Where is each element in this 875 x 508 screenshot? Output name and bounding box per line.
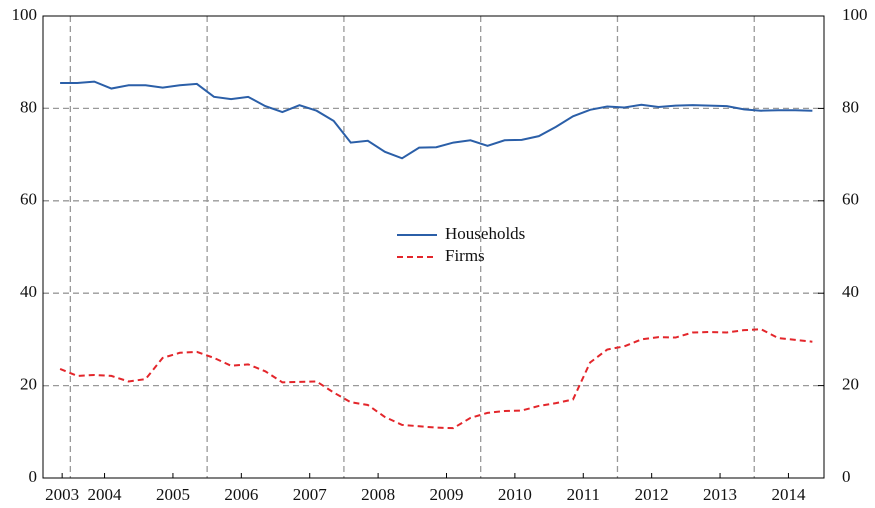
x-tick-label: 2008: [361, 485, 395, 504]
series-line: [59, 328, 813, 430]
y2-tick-label: 60: [842, 190, 859, 209]
y-tick-label: 100: [12, 5, 38, 24]
y-tick-label: 60: [20, 190, 37, 209]
x-tick-label: 2004: [88, 485, 123, 504]
legend-label: Households: [445, 224, 525, 243]
series-line: [60, 80, 813, 160]
x-tick-label: 2003: [45, 485, 79, 504]
x-tick-label: 2007: [293, 485, 328, 504]
x-tick-label: 2006: [224, 485, 258, 504]
plot-frame: [42, 15, 825, 479]
y2-tick-label: 80: [842, 97, 859, 116]
y2-tick-label: 100: [842, 5, 868, 24]
legend-label: Firms: [445, 246, 485, 265]
x-tick-label: 2010: [498, 485, 532, 504]
y2-tick-label: 0: [842, 467, 851, 486]
y-tick-label: 20: [20, 375, 37, 394]
y2-tick-label: 20: [842, 375, 859, 394]
x-tick-label: 2013: [703, 485, 737, 504]
y-tick-label: 80: [20, 97, 37, 116]
x-tick-label: 2005: [156, 485, 190, 504]
y-tick-label: 0: [29, 467, 38, 486]
x-tick-label: 2012: [635, 485, 669, 504]
y-tick-label: 40: [20, 282, 37, 301]
y2-tick-label: 40: [842, 282, 859, 301]
x-tick-label: 2009: [429, 485, 463, 504]
x-tick-label: 2011: [567, 485, 600, 504]
x-tick-label: 2014: [771, 485, 806, 504]
